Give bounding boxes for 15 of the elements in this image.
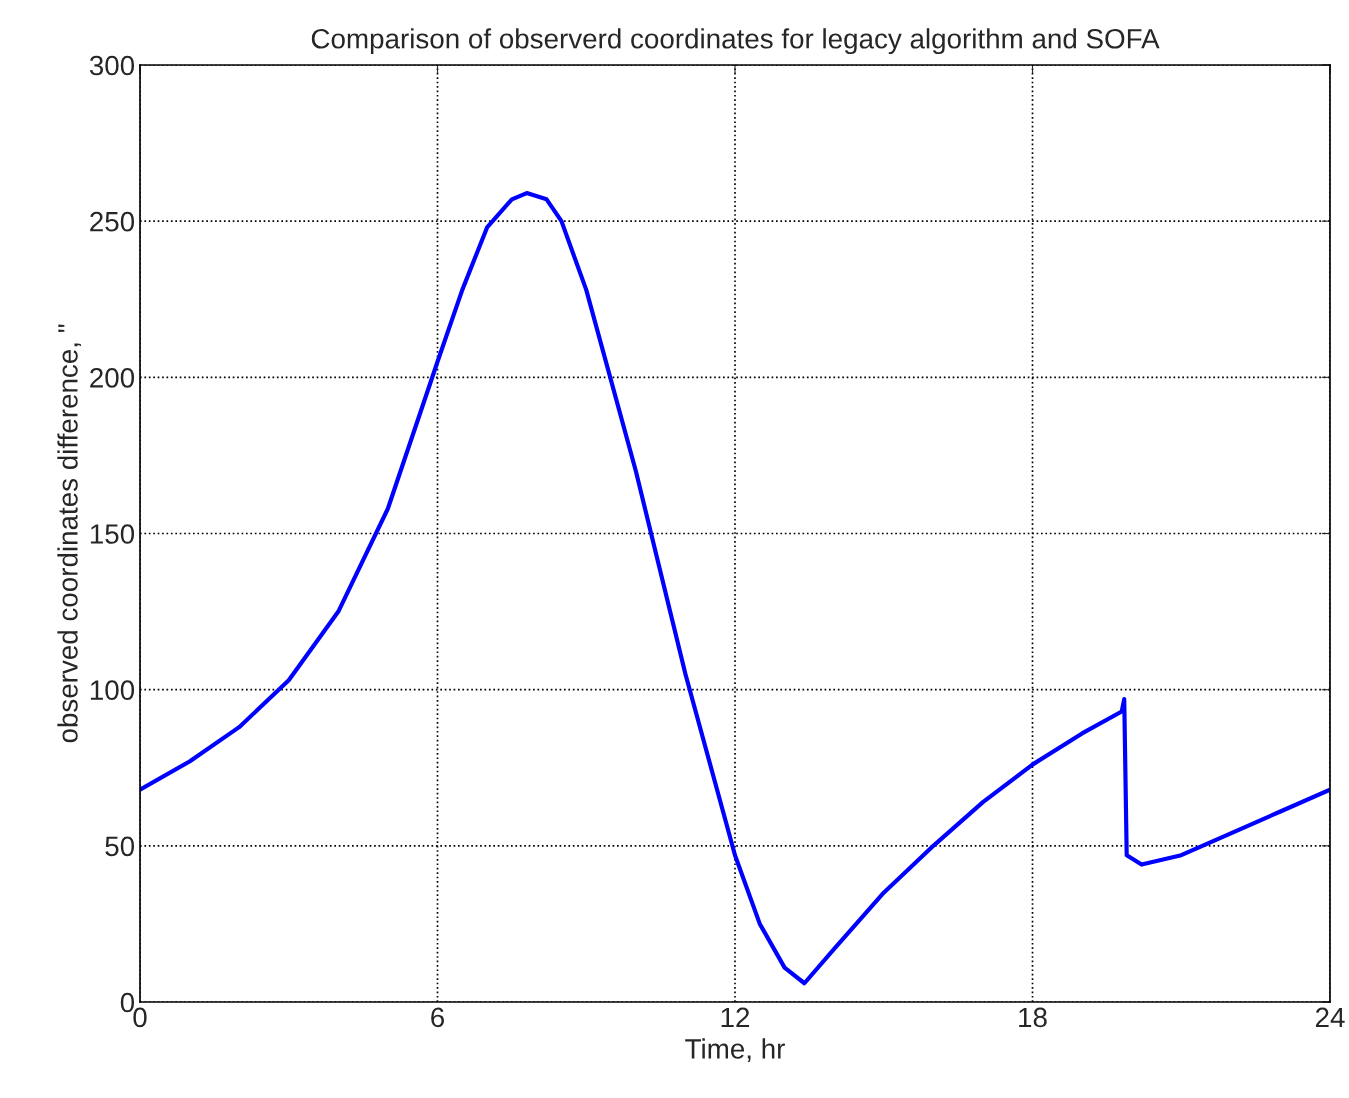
y-tick-label: 200 <box>90 368 135 388</box>
y-tick-label: 300 <box>89 55 135 76</box>
y-tick-label: 50 <box>105 836 135 857</box>
y-tick-label: 250 <box>90 211 135 232</box>
y-tick-label: 150 <box>90 524 135 544</box>
y-tick-label: 0 <box>120 992 135 1013</box>
x-axis-title: Time, hr <box>685 1038 785 1062</box>
y-axis-title: observed coordinates difference, " <box>57 324 82 743</box>
x-tick-label: 6 <box>431 1007 444 1028</box>
x-tick-label: 12 <box>721 1007 750 1027</box>
y-tick-label: 100 <box>90 680 135 701</box>
x-tick-label: 18 <box>1019 1007 1047 1028</box>
x-tick-label: 24 <box>1315 1007 1345 1027</box>
chart-title: Comparison of observerd coordinates for legacy algorithm and SOFA <box>311 28 1160 55</box>
line-series <box>140 190 1330 986</box>
